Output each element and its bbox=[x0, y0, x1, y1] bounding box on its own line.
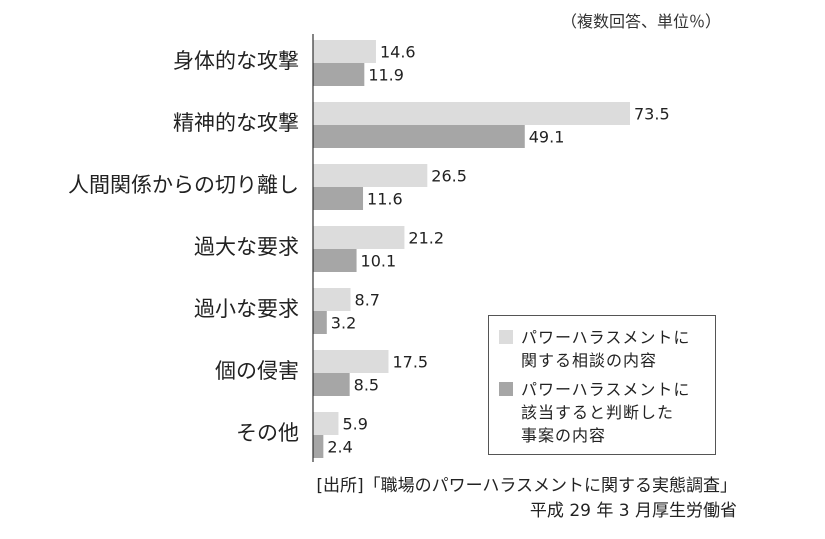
value-label: 26.5 bbox=[431, 167, 467, 186]
bar-consultation bbox=[313, 412, 339, 435]
value-label: 17.5 bbox=[392, 353, 428, 372]
legend-item-confirmed: パワーハラスメントに 該当すると判断した 事案の内容 bbox=[499, 378, 709, 447]
source-note: [出所]「職場のパワーハラスメントに関する実態調査」 平成 29 年 3 月厚生… bbox=[316, 474, 737, 524]
value-label: 21.2 bbox=[408, 229, 444, 248]
legend-item-consultation: パワーハラスメントに 関する相談の内容 bbox=[499, 326, 709, 372]
value-label: 10.1 bbox=[361, 252, 397, 271]
category-label: 過大な要求 bbox=[194, 235, 299, 259]
value-label: 8.5 bbox=[354, 376, 379, 395]
bar-confirmed bbox=[313, 373, 350, 396]
bar-confirmed bbox=[313, 435, 324, 458]
legend-label-consultation-line2: 関する相談の内容 bbox=[521, 351, 658, 370]
category-label: 過小な要求 bbox=[194, 297, 299, 321]
legend-label-consultation-line1: パワーハラスメントに bbox=[521, 328, 691, 347]
bar-confirmed bbox=[313, 311, 327, 334]
legend-label-confirmed-line2: 該当すると判断した bbox=[521, 403, 675, 422]
legend-swatch-consultation bbox=[499, 330, 513, 344]
bar-confirmed bbox=[313, 125, 525, 148]
source-title: [出所]「職場のパワーハラスメントに関する実態調査」 bbox=[316, 476, 737, 496]
value-label: 8.7 bbox=[355, 291, 380, 310]
legend-swatch-confirmed bbox=[499, 382, 513, 396]
value-label: 49.1 bbox=[529, 128, 565, 147]
value-label: 14.6 bbox=[380, 43, 416, 62]
source-publisher: 平成 29 年 3 月厚生労働省 bbox=[529, 501, 737, 521]
category-label: 身体的な攻撃 bbox=[173, 49, 299, 73]
bar-consultation bbox=[313, 40, 376, 63]
bar-consultation bbox=[313, 350, 389, 373]
bar-confirmed bbox=[313, 187, 364, 210]
category-label: その他 bbox=[236, 421, 299, 445]
bar-consultation bbox=[313, 288, 351, 311]
category-label: 精神的な攻撃 bbox=[173, 111, 299, 135]
bar-confirmed bbox=[313, 249, 357, 272]
bar-consultation bbox=[313, 164, 428, 187]
legend: パワーハラスメントに 関する相談の内容 パワーハラスメントに 該当すると判断した… bbox=[488, 315, 716, 455]
value-label: 11.9 bbox=[368, 66, 404, 85]
value-label: 3.2 bbox=[331, 314, 356, 333]
bar-consultation bbox=[313, 226, 405, 249]
category-label: 人間関係からの切り離し bbox=[68, 173, 299, 197]
bar-confirmed bbox=[313, 63, 365, 86]
category-label: 個の侵害 bbox=[215, 359, 299, 383]
unit-note: （複数回答、単位％） bbox=[560, 12, 721, 31]
bar-consultation bbox=[313, 102, 630, 125]
value-label: 73.5 bbox=[634, 105, 670, 124]
legend-label-confirmed-line3: 事案の内容 bbox=[521, 426, 607, 445]
value-label: 11.6 bbox=[367, 190, 403, 209]
value-label: 5.9 bbox=[342, 415, 367, 434]
legend-label-confirmed-line1: パワーハラスメントに bbox=[521, 380, 691, 399]
value-label: 2.4 bbox=[327, 438, 352, 457]
